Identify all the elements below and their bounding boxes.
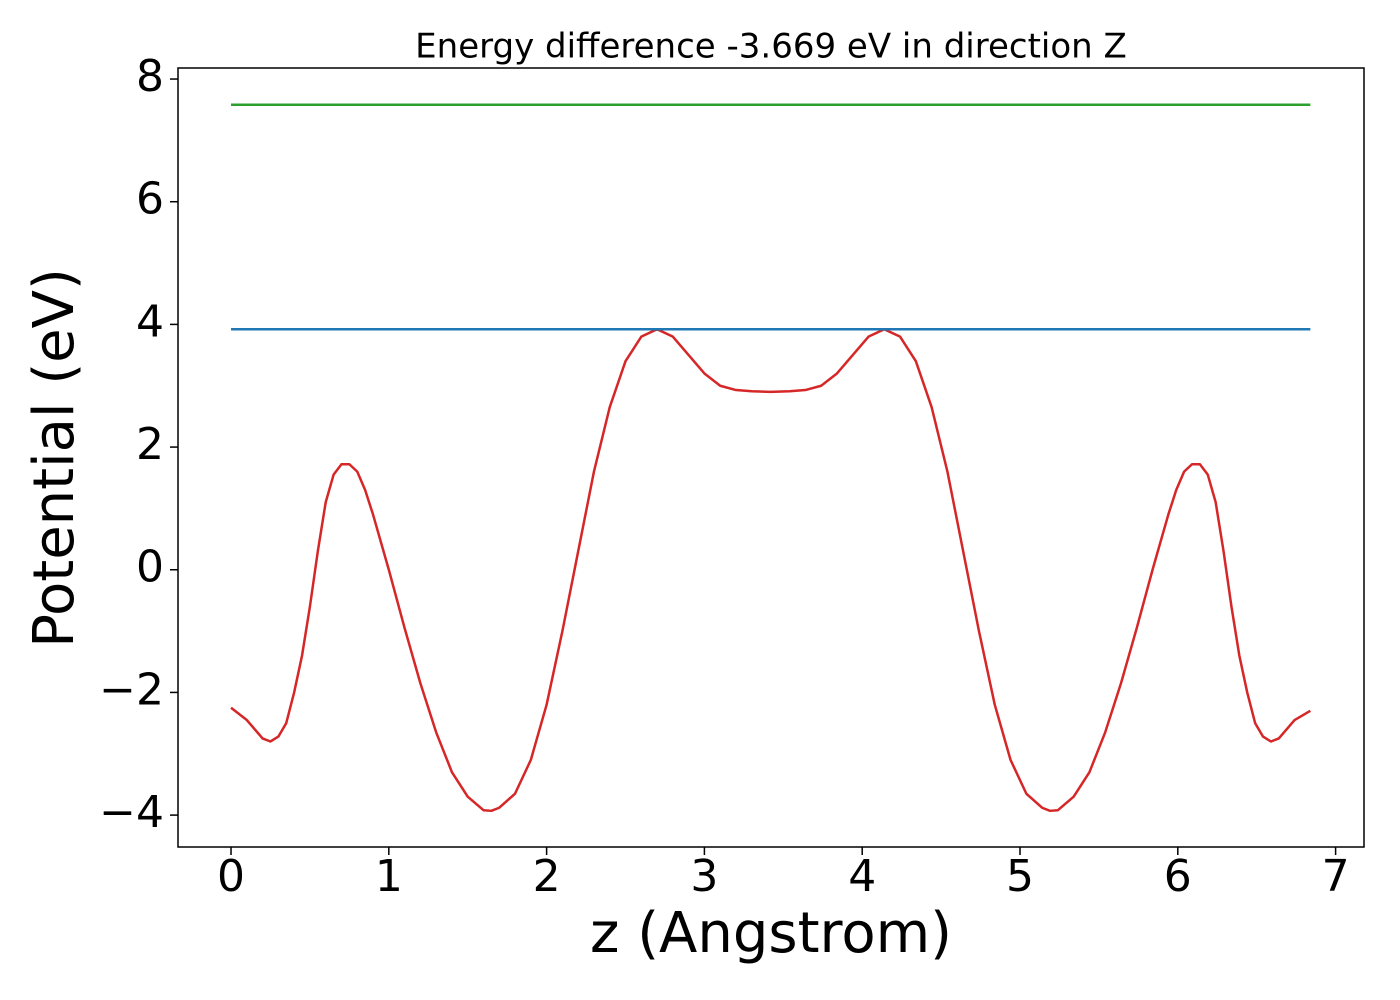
plot-frame — [177, 67, 1365, 848]
x-axis-label: z (Angstrom) — [590, 901, 952, 966]
y-axis-label: Potential (eV) — [22, 268, 87, 648]
y-tick-label: −4 — [99, 787, 164, 838]
line — [230, 328, 1311, 813]
y-tick-label: 8 — [136, 51, 164, 102]
x-tick-label: 6 — [1164, 851, 1192, 902]
x-tick-label: 1 — [375, 851, 403, 902]
y-tick-label: 6 — [136, 174, 164, 225]
x-tick-label: 7 — [1322, 851, 1350, 902]
y-tick-label: 0 — [136, 542, 164, 593]
x-tick-label: 3 — [690, 851, 718, 902]
y-tick-label: 4 — [136, 296, 164, 347]
x-tick-label: 5 — [1006, 851, 1034, 902]
x-tick-label: 2 — [533, 851, 561, 902]
chart-title: Energy difference -3.669 eV in direction… — [415, 27, 1127, 67]
x-tick-label: 4 — [848, 851, 876, 902]
y-tick-label: −2 — [99, 664, 164, 715]
y-tick-label: 2 — [136, 419, 164, 470]
x-tick-label: 0 — [217, 851, 245, 902]
